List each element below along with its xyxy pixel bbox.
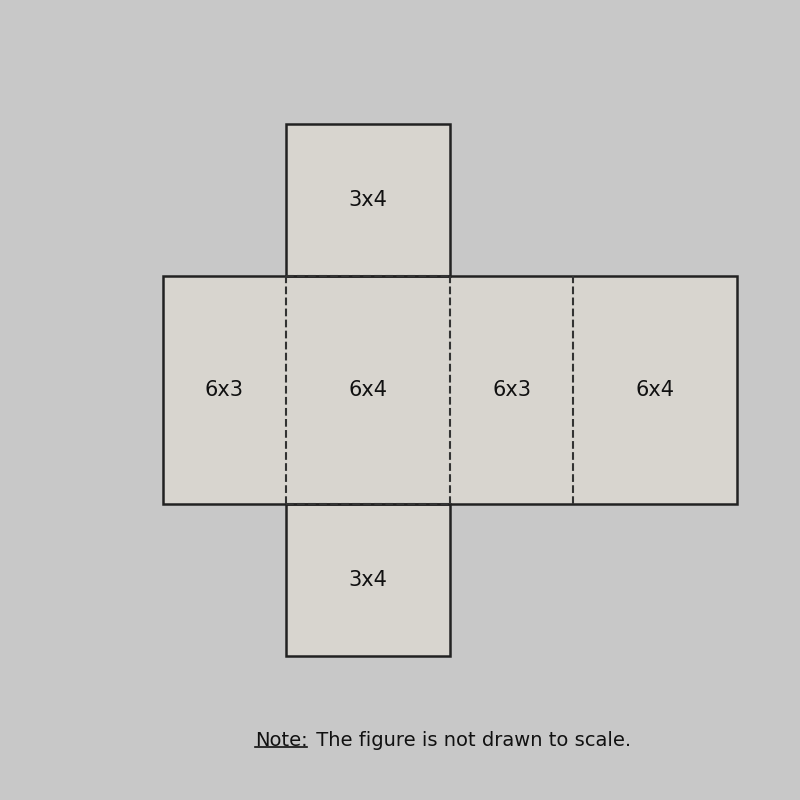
- Bar: [163, 276, 737, 504]
- Text: 3x4: 3x4: [349, 570, 387, 590]
- Bar: [163, 276, 737, 504]
- Text: 6x4: 6x4: [349, 380, 387, 400]
- Text: 6x3: 6x3: [205, 380, 244, 400]
- Text: Note:: Note:: [255, 730, 308, 750]
- Bar: [286, 504, 450, 656]
- Text: 6x4: 6x4: [635, 380, 674, 400]
- Text: 3x4: 3x4: [349, 190, 387, 210]
- Text: 6x3: 6x3: [492, 380, 531, 400]
- Bar: [286, 124, 450, 276]
- Bar: [286, 124, 450, 276]
- Text: The figure is not drawn to scale.: The figure is not drawn to scale.: [310, 730, 631, 750]
- Bar: [286, 504, 450, 656]
